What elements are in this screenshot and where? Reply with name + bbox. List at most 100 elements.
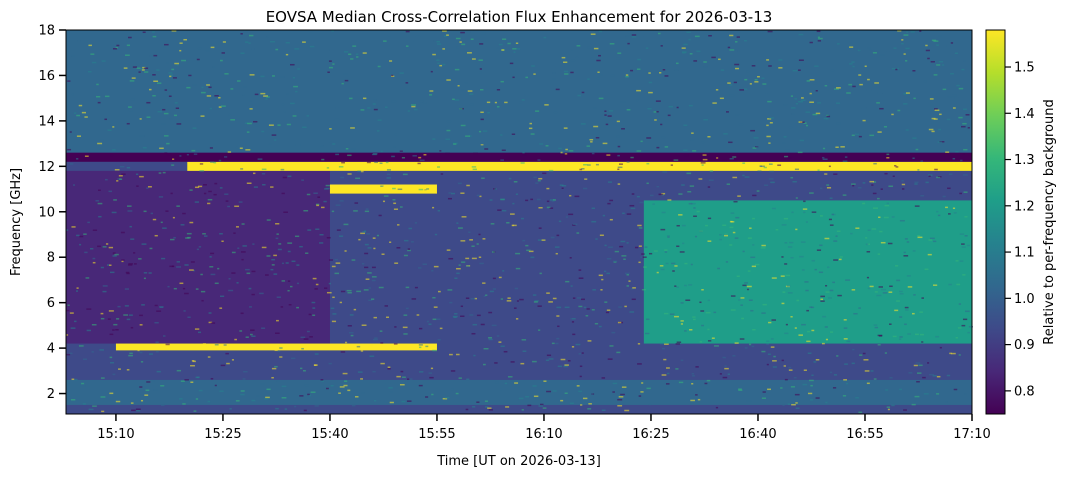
heatmap-speckle [560, 358, 566, 361]
heatmap-band-0 [66, 30, 972, 153]
heatmap-speckle [620, 101, 626, 103]
heatmap-speckle [701, 164, 704, 166]
heatmap-speckle [387, 34, 391, 37]
heatmap-speckle [719, 238, 722, 241]
heatmap-speckle [936, 210, 939, 213]
heatmap-speckle [899, 388, 903, 391]
heatmap-speckle [393, 146, 396, 148]
heatmap-speckle [961, 243, 965, 245]
heatmap-speckle [827, 266, 830, 269]
heatmap-speckle [807, 392, 813, 395]
heatmap-speckle [123, 314, 129, 316]
heatmap-speckle [157, 110, 163, 113]
heatmap-speckle [481, 177, 485, 179]
heatmap-speckle [846, 340, 851, 343]
heatmap-speckle [750, 129, 756, 132]
heatmap-speckle [942, 195, 946, 198]
heatmap-speckle [260, 75, 265, 78]
heatmap-speckle [293, 85, 298, 88]
heatmap-speckle [255, 344, 260, 347]
heatmap-speckle [497, 209, 502, 211]
heatmap-speckle [934, 108, 938, 110]
heatmap-speckle [127, 210, 133, 212]
heatmap-speckle [472, 323, 478, 326]
heatmap-speckle [878, 286, 883, 288]
heatmap-speckle [901, 183, 906, 186]
heatmap-speckle [507, 376, 513, 378]
heatmap-speckle [676, 224, 680, 227]
heatmap-speckle [690, 202, 696, 205]
heatmap-speckle [675, 62, 679, 65]
heatmap-speckle [642, 256, 647, 258]
heatmap-speckle [620, 393, 625, 396]
heatmap-speckle [161, 123, 166, 125]
heatmap-speckle [895, 68, 898, 71]
heatmap-speckle [533, 176, 537, 179]
heatmap-speckle [805, 124, 808, 127]
heatmap-speckle [899, 316, 903, 318]
heatmap-speckle [163, 112, 169, 115]
heatmap-speckle [243, 107, 249, 110]
heatmap-speckle [730, 295, 736, 297]
heatmap-speckle [169, 118, 173, 120]
heatmap-speckle [394, 133, 398, 136]
heatmap-speckle [308, 394, 311, 397]
heatmap-speckle [915, 148, 919, 151]
heatmap-speckle [884, 204, 890, 207]
heatmap-speckle [152, 218, 157, 221]
heatmap-speckle [600, 289, 603, 291]
heatmap-speckle [414, 286, 418, 289]
heatmap-speckle [948, 173, 953, 175]
heatmap-speckle [100, 312, 104, 315]
heatmap-speckle [833, 259, 839, 261]
heatmap-speckle [571, 321, 575, 323]
heatmap-speckle [365, 208, 369, 210]
heatmap-speckle [896, 300, 900, 302]
heatmap-speckle [962, 318, 968, 321]
heatmap-speckle [665, 383, 670, 385]
heatmap-speckle [161, 257, 166, 260]
heatmap-speckle [627, 31, 633, 34]
heatmap-speckle [112, 373, 116, 376]
heatmap-speckle [733, 81, 737, 84]
heatmap-speckle [920, 194, 925, 197]
heatmap-speckle [236, 282, 239, 284]
y-tick-label: 18 [38, 24, 55, 39]
heatmap-speckle [811, 329, 815, 332]
heatmap-speckle [869, 49, 873, 51]
heatmap-speckle [465, 408, 469, 411]
heatmap-speckle [568, 150, 574, 152]
heatmap-speckle [294, 405, 297, 408]
heatmap-speckle [537, 179, 541, 182]
heatmap-speckle [889, 285, 893, 288]
heatmap-speckle [220, 105, 226, 107]
heatmap-speckle [629, 204, 635, 207]
heatmap-speckle [247, 122, 252, 125]
heatmap-speckle [436, 40, 440, 43]
heatmap-speckle [174, 62, 180, 65]
heatmap-speckle [824, 237, 830, 240]
heatmap-speckle [790, 95, 794, 97]
heatmap-speckle [739, 338, 745, 340]
heatmap-speckle [787, 403, 791, 405]
heatmap-speckle [598, 54, 601, 57]
heatmap-speckle [173, 236, 176, 239]
heatmap-speckle [717, 267, 721, 270]
heatmap-speckle [107, 318, 111, 320]
heatmap-speckle [174, 102, 178, 104]
heatmap-speckle [795, 228, 798, 231]
heatmap-speckle [434, 96, 438, 98]
heatmap-speckle [450, 370, 456, 372]
heatmap-speckle [332, 313, 337, 315]
heatmap-speckle [962, 122, 967, 125]
heatmap-speckle [249, 108, 253, 110]
heatmap-speckle [139, 351, 143, 354]
heatmap-speckle [700, 162, 706, 164]
heatmap-speckle [428, 323, 432, 326]
heatmap-speckle [371, 266, 376, 269]
heatmap-speckle [175, 107, 180, 110]
heatmap-speckle [182, 403, 186, 405]
heatmap-speckle [626, 242, 629, 244]
heatmap-speckle [938, 128, 942, 131]
heatmap-speckle [830, 69, 835, 72]
